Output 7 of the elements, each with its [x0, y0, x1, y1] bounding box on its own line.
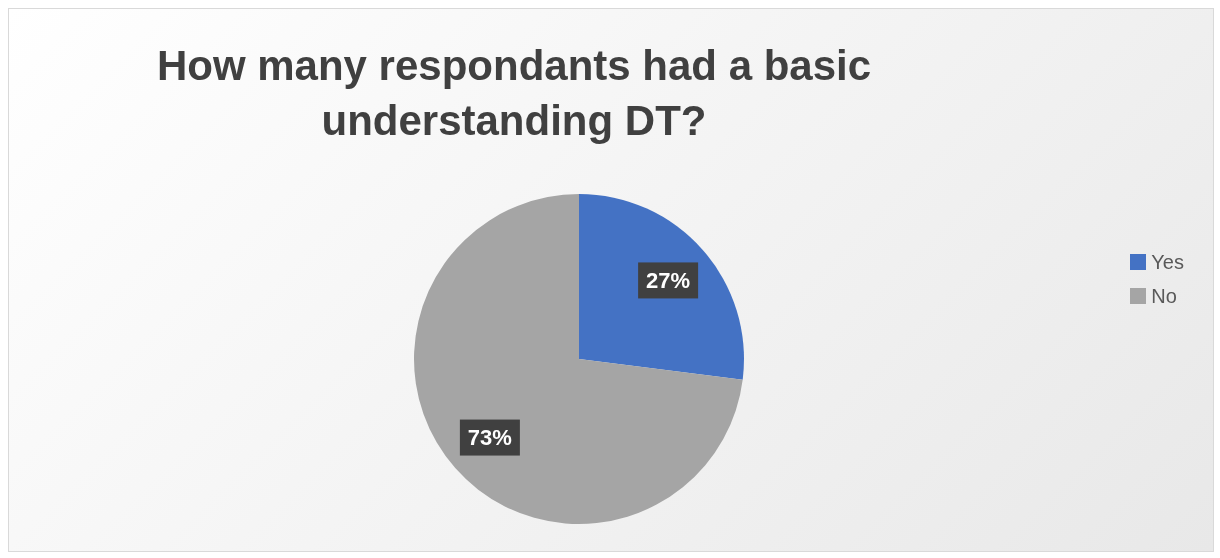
data-label: 73%	[467, 425, 512, 451]
chart-title: How many respondants had a basic understanding DT?	[155, 41, 873, 146]
data-label: 27%	[646, 267, 691, 293]
legend-label: No	[1151, 284, 1177, 308]
legend-label: Yes	[1151, 250, 1184, 274]
pie-slice	[579, 194, 744, 380]
pie-slice	[414, 194, 743, 524]
